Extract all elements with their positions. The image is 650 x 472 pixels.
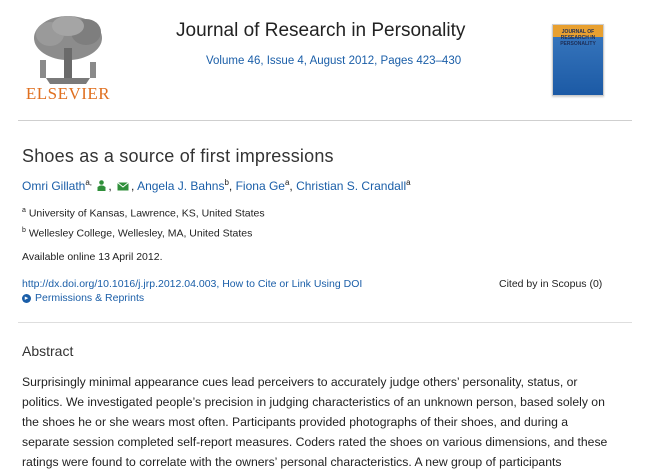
cover-text: JOURNAL OF RESEARCH IN PERSONALITY [560,29,596,47]
author-sup: a, [85,178,93,187]
cited-by-scopus[interactable]: Cited by in Scopus (0) [499,278,603,290]
abstract-heading: Abstract [22,343,74,359]
author-list: Omri Gillatha, , , Angela J. Bahnsb, Fio… [22,178,411,194]
abstract-line: separate session completed self-report m… [22,435,608,449]
abstract-line: Surprisingly minimal appearance cues lea… [22,375,578,389]
author-sup: a [406,178,411,187]
elsevier-tree-logo[interactable] [26,12,110,104]
journal-cover-image[interactable]: JOURNAL OF RESEARCH IN PERSONALITY [552,24,604,96]
permissions-label[interactable]: Permissions & Reprints [35,292,145,304]
author-sup: b [224,178,229,187]
article-title: Shoes as a source of first impressions [22,146,334,166]
email-icon[interactable] [117,180,129,194]
affiliation-text: University of Kansas, Lawrence, KS, Unit… [28,207,265,220]
abstract-line: politics. We investigated people’s preci… [22,395,605,409]
journal-header: ELSEVIER Journal of Research in Personal… [0,0,650,118]
doi-link[interactable]: http://dx.doi.org/10.1016/j.jrp.2012.04.… [22,278,363,290]
author-sup: a [284,178,290,187]
journal-title[interactable]: Journal of Research in Personality [176,20,466,41]
abstract-line: the shoes he or she wears most often. Pa… [22,415,569,429]
author-link[interactable]: Omri Gillath [22,179,86,193]
affiliation-sup: b [22,227,26,234]
abstract-line: ratings were found to correlate with the… [22,455,562,469]
affiliation: a University of Kansas, Lawrence, KS, Un… [22,207,265,220]
author-link[interactable]: Fiona Ge [235,179,285,193]
affiliation-text: Wellesley College, Wellesley, MA, United… [28,227,253,240]
affiliation-sup: a [22,207,26,214]
permissions-reprints-link[interactable]: ▸ Permissions & Reprints [22,292,144,304]
issue-info-link[interactable]: Volume 46, Issue 4, August 2012, Pages 4… [206,55,462,67]
header-divider [18,120,632,121]
affiliation: b Wellesley College, Wellesley, MA, Unit… [22,227,252,240]
author-link[interactable]: Angela J. Bahns [137,179,225,193]
person-icon[interactable] [97,180,106,194]
cover-band [553,25,603,37]
permissions-icon: ▸ [22,293,31,303]
abstract-body: Surprisingly minimal appearance cues lea… [22,372,630,472]
available-online-date: Available online 13 April 2012. [22,251,163,263]
author-link[interactable]: Christian S. Crandall [296,179,407,193]
abstract-divider [18,322,632,323]
publisher-name: ELSEVIER [25,84,111,103]
